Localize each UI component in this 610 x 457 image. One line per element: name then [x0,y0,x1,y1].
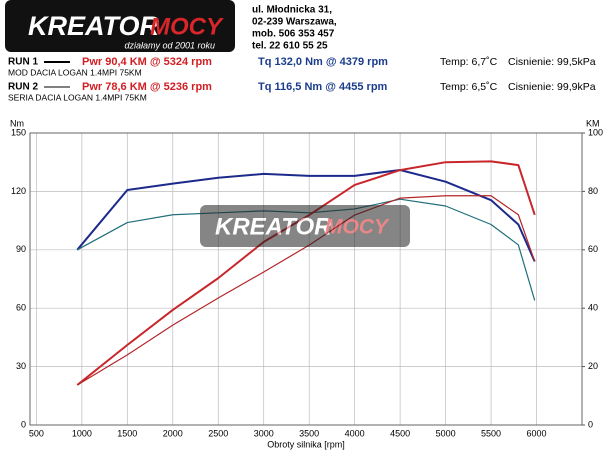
y2-tick-label: 80 [588,186,598,196]
run-torque: Tq 116,5 Nm @ 4455 rpm [258,81,388,93]
x-tick-label: 2000 [163,428,183,438]
y-tick-label: 150 [11,127,26,137]
run-name: RUN 1 [8,57,38,68]
x-axis-label: Obroty silnika [rpm] [267,439,345,449]
curve [76,168,536,262]
run-power: Pwr 78,6 KM @ 5236 rpm [82,81,212,93]
watermark: KREATOR MOCY [200,205,410,247]
y-tick-label: 60 [16,303,26,313]
run-power: Pwr 90,4 KM @ 5324 rpm [82,56,212,68]
logo-box [5,0,235,52]
run-temp: Temp: 6,7˚C [440,56,498,68]
curve [76,160,536,386]
run-temp: Temp: 6,5˚C [440,81,498,93]
x-tick-label: 5000 [436,428,456,438]
x-tick-label: 4500 [390,428,410,438]
run-pressure: Cisnienie: 99,5kPa [508,56,596,68]
run-pressure: Cisnienie: 99,9kPa [508,81,596,93]
logo-accent: MOCY [150,13,224,40]
plot-frame [29,132,583,426]
x-tick-label: 3500 [299,428,319,438]
y-tick-label: 90 [16,244,26,254]
y-tick-label: 0 [21,419,26,429]
y2-axis-label: KM [586,118,600,128]
y2-tick-label: 20 [588,361,598,371]
y-tick-label: 120 [11,186,26,196]
address-line: mob. 506 353 457 [252,29,335,40]
run-torque: Tq 132,0 Nm @ 4379 rpm [258,56,388,68]
run-car: SERIA DACIA LOGAN 1.4MPI 75KM [8,92,147,102]
x-tick-label: 5500 [481,428,501,438]
y2-tick-label: 0 [588,419,593,429]
y2-tick-label: 60 [588,244,598,254]
watermark-brand: KREATOR [215,213,332,240]
x-tick-label: 2500 [208,428,228,438]
run-car: MOD DACIA LOGAN 1.4MPI 75KM [8,67,142,77]
address-line: tel. 22 610 55 25 [252,41,328,52]
logo-tagline: działamy od 2001 roku [124,40,215,50]
y-axis-label: Nm [10,118,24,128]
address-line: ul. Młodnicka 31, [252,5,332,16]
x-tick-label: 1500 [117,428,137,438]
x-tick-label: 4000 [345,428,365,438]
x-tick-label: 6000 [527,428,547,438]
x-tick-label: 500 [29,428,44,438]
run-name: RUN 2 [8,82,38,93]
watermark-accent: MOCY [325,216,390,239]
y2-tick-label: 100 [588,127,603,137]
y2-tick-label: 40 [588,303,598,313]
logo-brand: KREATOR [28,11,160,41]
address-line: 02-239 Warszawa, [252,17,337,28]
x-tick-label: 3000 [254,428,274,438]
x-tick-label: 1000 [72,428,92,438]
y-tick-label: 30 [16,361,26,371]
watermark-box [200,205,410,247]
